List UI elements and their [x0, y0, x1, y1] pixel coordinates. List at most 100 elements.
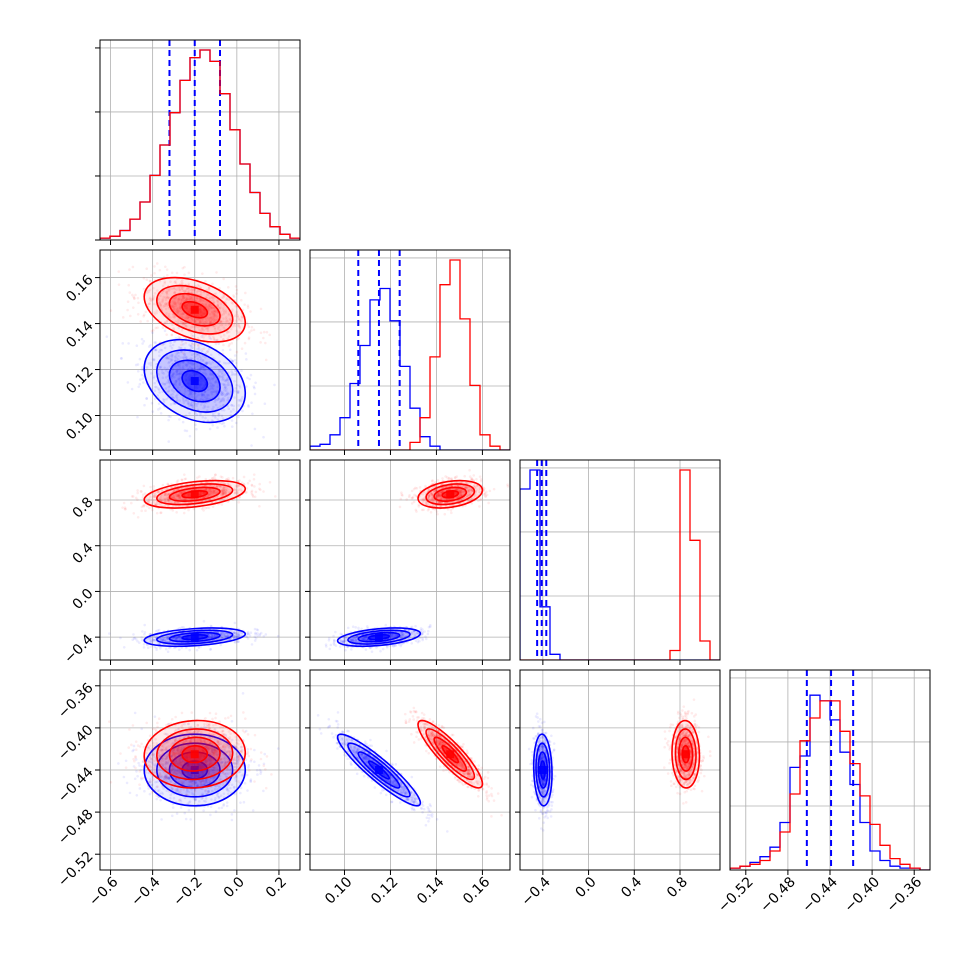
scatter-point: [227, 383, 231, 387]
scatter-point: [253, 427, 257, 431]
scatter-point: [233, 373, 236, 376]
scatter-point: [216, 305, 220, 309]
scatter-point: [147, 506, 151, 510]
scatter-point: [227, 313, 231, 317]
scatter-point: [165, 312, 168, 315]
scatter-point: [136, 498, 139, 502]
scatter-point: [144, 509, 147, 513]
scatter-point: [220, 414, 224, 418]
scatter-point: [132, 637, 136, 640]
scatter-point: [166, 499, 170, 502]
scatter-point: [148, 297, 152, 301]
scatter-point: [176, 362, 180, 366]
scatter-point: [222, 309, 225, 312]
scatter-point: [245, 487, 249, 490]
scatter-point: [191, 362, 195, 365]
scatter-point: [236, 331, 240, 334]
scatter-point: [192, 507, 196, 511]
scatter-point: [164, 356, 168, 360]
scatter-point: [249, 310, 252, 313]
scatter-point: [213, 414, 217, 418]
scatter-point: [259, 631, 263, 635]
scatter-point: [214, 633, 217, 637]
scatter-point: [332, 634, 335, 638]
scatter-point: [153, 494, 156, 498]
scatter-point: [178, 307, 182, 310]
scatter-point: [235, 329, 239, 333]
scatter-point: [354, 626, 358, 629]
scatter-point: [349, 638, 352, 642]
scatter-point: [178, 501, 181, 505]
scatter-point: [174, 394, 178, 398]
scatter-point: [158, 502, 162, 506]
scatter-point: [233, 634, 237, 638]
scatter-point: [401, 633, 405, 636]
scatter-point: [364, 635, 367, 639]
scatter-point: [237, 336, 241, 340]
scatter-point: [237, 391, 240, 395]
scatter-point: [178, 389, 181, 392]
scatter-point: [189, 298, 193, 301]
scatter-point: [236, 491, 240, 495]
scatter-point: [199, 366, 203, 370]
scatter-point: [364, 635, 367, 639]
scatter-point: [167, 504, 170, 508]
scatter-point: [327, 637, 331, 640]
scatter-point: [153, 265, 156, 268]
scatter-point: [245, 321, 249, 324]
scatter-point: [183, 473, 186, 476]
scatter-point: [178, 375, 182, 379]
scatter-point: [133, 297, 136, 301]
scatter-point: [181, 498, 185, 501]
scatter-point: [182, 401, 186, 405]
scatter-point: [416, 637, 420, 641]
scatter-point: [177, 318, 180, 322]
scatter-point: [221, 417, 225, 420]
scatter-point: [171, 376, 174, 379]
scatter-point: [195, 427, 198, 431]
scatter-point: [170, 358, 174, 362]
scatter-point: [180, 310, 183, 313]
scatter-point: [221, 296, 225, 299]
scatter-point: [141, 342, 144, 345]
contour-peak-series-1-2-0: [190, 490, 199, 499]
scatter-point: [246, 306, 250, 309]
scatter-point: [152, 358, 156, 361]
scatter-point: [190, 296, 194, 300]
scatter-point: [203, 395, 207, 399]
scatter-point: [206, 405, 210, 409]
scatter-point: [142, 646, 146, 649]
scatter-point: [197, 289, 200, 292]
scatter-point: [223, 386, 227, 389]
scatter-point: [168, 354, 172, 358]
scatter-point: [357, 640, 361, 644]
scatter-point: [213, 327, 217, 331]
scatter-point: [202, 347, 206, 350]
scatter-point: [184, 337, 188, 341]
scatter-point: [237, 633, 240, 637]
scatter-point: [198, 369, 202, 373]
scatter-point: [186, 401, 190, 404]
scatter-point: [196, 476, 199, 479]
scatter-point: [252, 477, 256, 481]
scatter-point: [239, 488, 243, 491]
scatter-point: [167, 646, 171, 650]
scatter-point: [227, 298, 231, 301]
scatter-point: [176, 297, 180, 301]
scatter-point: [401, 494, 404, 497]
scatter-point: [250, 401, 253, 405]
scatter-point: [237, 500, 241, 504]
scatter-point: [207, 308, 211, 311]
scatter-point: [166, 500, 170, 503]
scatter-point: [233, 641, 237, 644]
scatter-point: [199, 397, 203, 401]
scatter-point: [207, 347, 211, 351]
scatter-point: [177, 373, 181, 376]
scatter-point: [164, 296, 167, 300]
scatter-point: [209, 319, 213, 323]
scatter-point: [174, 636, 178, 640]
scatter-point: [168, 640, 171, 644]
scatter-point: [179, 456, 182, 459]
scatter-point: [253, 485, 256, 488]
